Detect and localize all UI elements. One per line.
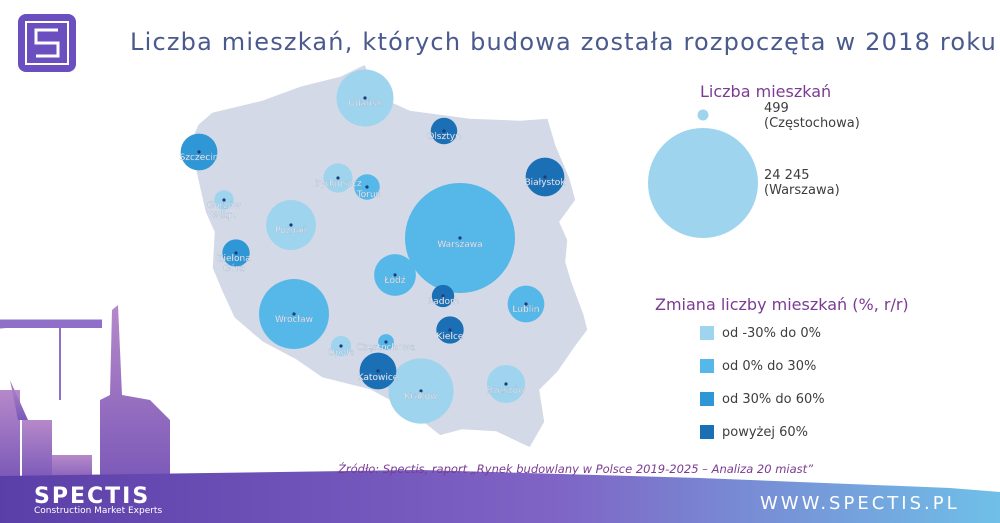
- city-dot-radom: [441, 294, 445, 298]
- legend-change-title: Zmiana liczby mieszkań (%, r/r): [655, 295, 909, 314]
- city-dot-kielce: [448, 328, 452, 332]
- city-label-gdansk: Gdańsk: [348, 99, 383, 109]
- city-label-olsztyn: Olsztyn: [427, 132, 461, 142]
- city-label-warszawa: Warszawa: [437, 240, 482, 250]
- legend-size-title: Liczba mieszkań: [700, 82, 832, 101]
- legend-size-min-value: 499: [764, 101, 789, 116]
- city-label-kielce: Kielce: [437, 332, 464, 342]
- city-label-katowice: Katowice: [358, 373, 399, 383]
- city-label-bydgoszcz: Bydgoszcz: [314, 179, 362, 189]
- city-label-rzeszow: Rzeszów: [487, 385, 526, 396]
- bubbles-layer: Gdańsk Olsztyn Szczecin Białystok BydgoszczT…: [179, 69, 566, 424]
- city-label-torun: Toruń: [356, 190, 382, 200]
- city-dot-gdansk: [363, 96, 367, 100]
- city-label-bialystok: Białystok: [524, 178, 566, 188]
- legend-size-max-value: 24 245: [764, 168, 810, 183]
- city-dot-szczecin: [197, 150, 201, 154]
- city-label-zielona-gora: Zielona Góra: [217, 254, 250, 274]
- city-dot-olsztyn: [442, 129, 446, 133]
- city-dot-czestochowa: [384, 340, 388, 344]
- legend-size-max-circle: [648, 128, 758, 238]
- source-note: Źródło: Spectis, raport „Rynek budowlany…: [338, 462, 814, 476]
- city-label-lublin: Lublin: [513, 305, 540, 315]
- city-dot-lublin: [524, 302, 528, 306]
- city-label-gorzow-wlkp: Gorzów Wlkp.: [207, 200, 241, 221]
- legend-size-min-city: (Częstochowa): [764, 116, 860, 131]
- legend-label-3: powyżej 60%: [722, 425, 808, 440]
- city-dot-krakow: [419, 389, 423, 393]
- city-dot-zielona-gora: [234, 251, 238, 255]
- city-dot-katowice: [376, 369, 380, 373]
- legend-swatch-1: [700, 359, 714, 373]
- city-label-czestochowa: Częstochowa: [356, 343, 415, 353]
- city-dot-bydgoszcz: [336, 176, 340, 180]
- city-label-krakow: Kraków: [405, 391, 438, 402]
- legend-swatch-3: [700, 425, 714, 439]
- city-dot-torun: [365, 185, 369, 189]
- legend-size-min-circle: [697, 109, 709, 121]
- city-label-lodz: Łódź: [383, 275, 405, 286]
- bottom-band: [0, 470, 1000, 523]
- legend-label-2: od 30% do 60%: [722, 392, 825, 407]
- city-dot-gorzow-wlkp: [222, 198, 226, 202]
- city-dot-wroclaw: [292, 312, 296, 316]
- city-dot-poznan: [289, 223, 293, 227]
- city-label-poznan: Poznań: [275, 226, 307, 236]
- construction-silhouette: [0, 305, 170, 485]
- brand-tagline: Construction Market Experts: [34, 506, 163, 516]
- city-dot-bialystok: [543, 175, 547, 179]
- spectis-logo-icon: [18, 14, 76, 72]
- city-label-radom: Radom: [427, 297, 459, 307]
- legend-label-1: od 0% do 30%: [722, 359, 817, 374]
- legend-label-0: od -30% do 0%: [722, 326, 822, 341]
- page-title: Liczba mieszkań, których budowa została …: [130, 28, 998, 56]
- city-label-szczecin: Szczecin: [180, 153, 219, 163]
- city-dot-opole: [339, 344, 343, 348]
- website-link[interactable]: WWW.SPECTIS.PL: [760, 493, 960, 514]
- city-dot-warszawa: [458, 236, 462, 240]
- legend-swatch-0: [700, 326, 714, 340]
- legend-swatch-2: [700, 392, 714, 406]
- city-label-wroclaw: Wrocław: [275, 315, 313, 325]
- city-dot-rzeszow: [504, 382, 508, 386]
- legend-size-max-city: (Warszawa): [764, 183, 840, 198]
- city-dot-lodz: [393, 273, 397, 277]
- brand-name: SPECTIS: [34, 484, 151, 509]
- city-label-opole: Opole: [328, 348, 355, 358]
